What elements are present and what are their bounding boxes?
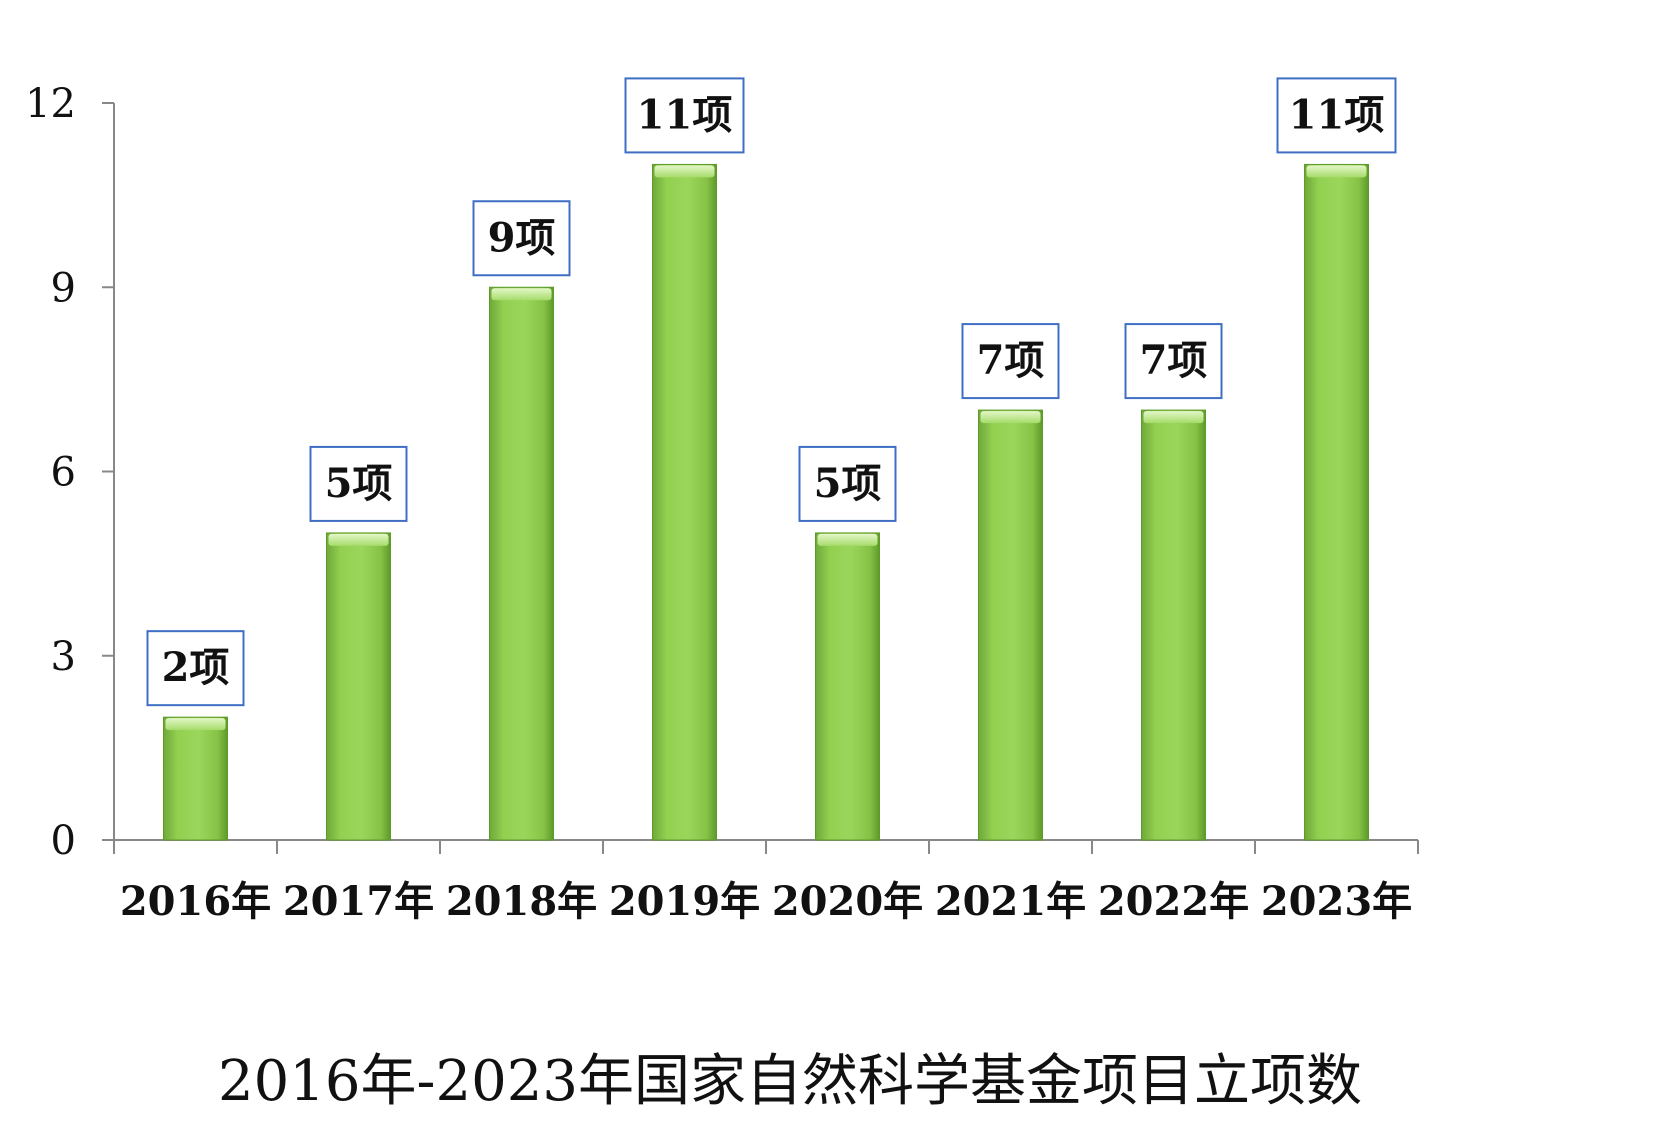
y-tick-label: 6	[51, 450, 76, 496]
x-category-label: 2017年	[283, 878, 434, 925]
data-label: 5项	[814, 460, 882, 507]
axes: 0 3 6 9 12 2016年 2017年 2018年 2019年 2020年 2021年 2022…	[25, 81, 1419, 925]
bar	[1304, 163, 1369, 841]
data-label-box	[309, 445, 408, 522]
x-category-label: 2018年	[446, 878, 597, 925]
data-label-box	[961, 323, 1060, 400]
data-label: 9项	[488, 214, 556, 261]
data-label: 2项	[162, 644, 230, 691]
data-label-box	[624, 77, 745, 154]
data-label: 5项	[325, 460, 393, 507]
bar-cap	[165, 718, 226, 731]
bar	[815, 532, 880, 841]
data-labels: 2项 5项 9项 11项 5项 7项 7项 11项	[146, 77, 1397, 707]
bar	[1141, 409, 1206, 841]
bar-cap	[980, 411, 1041, 424]
data-label: 11项	[1289, 91, 1385, 138]
bar	[978, 409, 1043, 841]
x-category-label: 2022年	[1098, 878, 1249, 925]
x-category-label: 2016年	[120, 878, 271, 925]
bar-cap	[491, 288, 552, 301]
bar-cap	[328, 533, 389, 546]
y-tick-label: 12	[25, 81, 76, 127]
bars	[163, 163, 1369, 841]
y-tick-label: 3	[51, 634, 76, 680]
x-category-label: 2021年	[935, 878, 1086, 925]
bar	[652, 163, 717, 841]
bar-cap	[817, 533, 878, 546]
data-label: 11项	[637, 91, 733, 138]
data-label-box	[1124, 323, 1223, 400]
y-tick-label: 9	[51, 265, 76, 311]
bar	[163, 716, 228, 841]
y-tick-label: 0	[51, 818, 76, 864]
data-label: 7项	[1140, 337, 1208, 384]
data-label-box	[146, 630, 245, 707]
data-label: 7项	[977, 337, 1045, 384]
chart-title: 2016年-2023年国家自然科学基金项目立项数	[218, 1049, 1362, 1114]
data-label-box	[1276, 77, 1397, 154]
bar-cap	[1143, 411, 1204, 424]
bar-cap	[1306, 165, 1367, 178]
x-category-label: 2023年	[1261, 878, 1412, 925]
x-category-label: 2020年	[772, 878, 923, 925]
data-label-box	[472, 200, 571, 277]
bar-cap	[654, 165, 715, 178]
x-category-label: 2019年	[609, 878, 760, 925]
bar	[489, 286, 554, 841]
data-label-box	[798, 445, 897, 522]
bar	[326, 532, 391, 841]
